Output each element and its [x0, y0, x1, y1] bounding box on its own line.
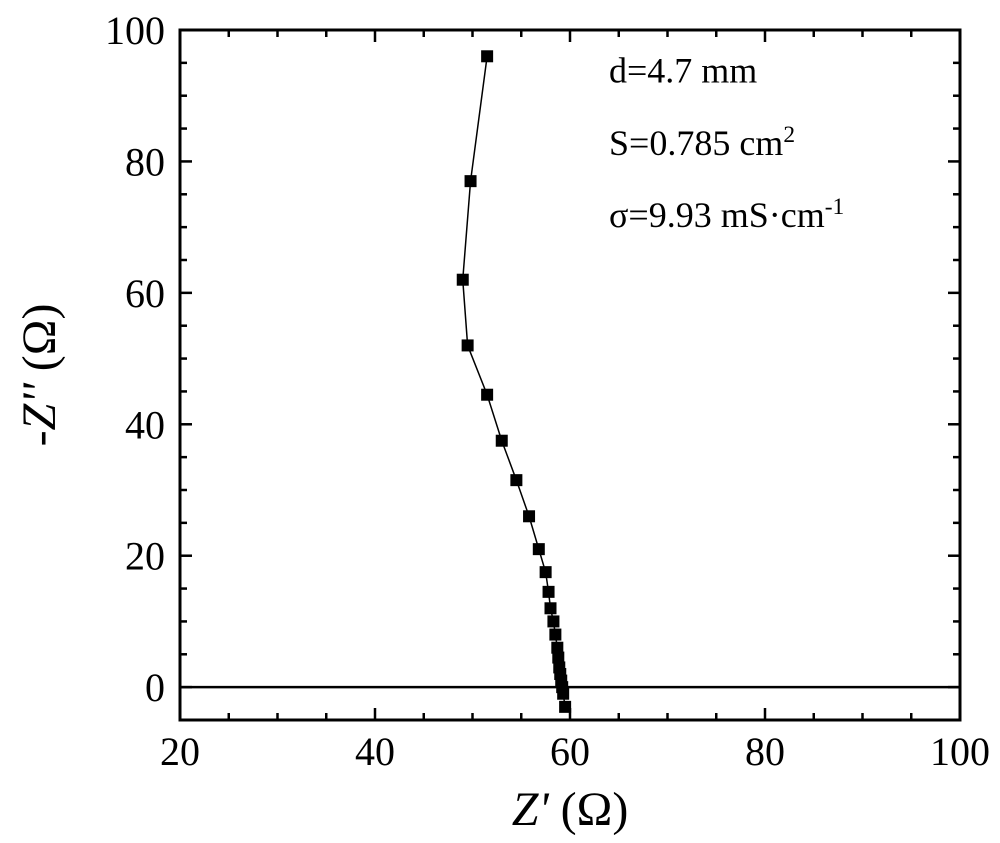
data-marker [465, 175, 477, 187]
data-marker [523, 510, 535, 522]
chart-svg: 20 40 60 80 100 0 20 40 60 80 100 Z' (Ω) -Z'' (Ω) d=4… [0, 0, 1000, 843]
data-marker [481, 50, 493, 62]
data-marker [549, 629, 561, 641]
data-marker [545, 602, 557, 614]
data-marker [559, 701, 571, 713]
annotation: S=0.785 cm2 [609, 122, 795, 163]
data-marker [496, 435, 508, 447]
data-marker [547, 615, 559, 627]
x-axis-label: Z' (Ω) [512, 783, 629, 836]
y-tick-label: 60 [125, 271, 165, 316]
annotation: σ=9.93 mS·cm-1 [609, 194, 844, 235]
x-tick-label: 40 [355, 729, 395, 774]
y-tick-label: 40 [125, 402, 165, 447]
x-tick-label: 60 [550, 729, 590, 774]
x-tick-label: 100 [930, 729, 990, 774]
data-marker [481, 389, 493, 401]
annotation: d=4.7 mm [609, 51, 757, 91]
x-tick-label: 80 [745, 729, 785, 774]
y-tick-label: 100 [105, 8, 165, 53]
x-tick-label: 20 [160, 729, 200, 774]
data-marker [540, 566, 552, 578]
data-marker [510, 474, 522, 486]
data-marker [462, 339, 474, 351]
nyquist-plot: 20 40 60 80 100 0 20 40 60 80 100 Z' (Ω) -Z'' (Ω) d=4… [0, 0, 1000, 843]
y-tick-label: 80 [125, 139, 165, 184]
data-marker [457, 274, 469, 286]
data-marker [543, 586, 555, 598]
y-tick-label: 20 [125, 534, 165, 579]
data-marker [533, 543, 545, 555]
y-axis-label: -Z'' (Ω) [13, 304, 66, 447]
plot-border [180, 30, 960, 720]
y-tick-label: 0 [145, 665, 165, 710]
data-marker [551, 642, 563, 654]
